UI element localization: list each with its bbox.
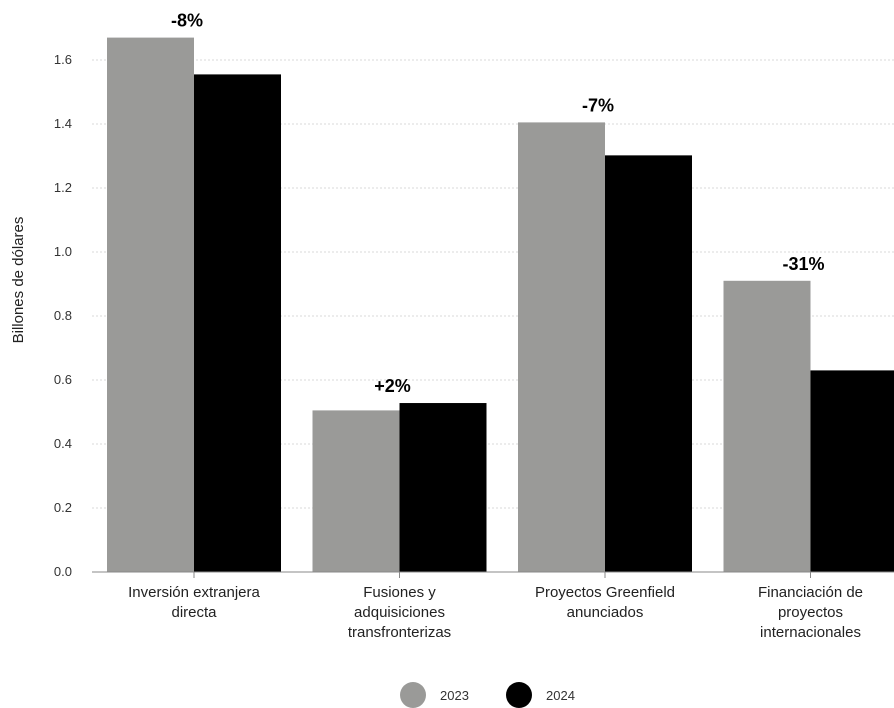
legend-swatch-2024 (506, 682, 532, 708)
y-tick-label: 1.4 (54, 116, 72, 131)
bar-2024-3 (605, 155, 692, 573)
x-tick-label: Financiación de proyectos internacionales (758, 584, 863, 641)
y-tick-label: 1.6 (54, 52, 72, 67)
percent-change-labels: -8% +2% -7% -31% (171, 11, 825, 396)
y-tick-label: 0.2 (54, 500, 72, 515)
legend-label-2024: 2024 (546, 688, 575, 703)
bar-2023-3 (518, 122, 605, 573)
y-tick-label: 0.4 (54, 436, 72, 451)
legend: 2023 2024 (400, 682, 575, 708)
y-tick-label: 0.6 (54, 372, 72, 387)
y-tick-label: 1.2 (54, 180, 72, 195)
bar-2023-4 (723, 280, 811, 572)
legend-swatch-2023 (400, 682, 426, 708)
percent-change-label: +2% (374, 376, 411, 396)
percent-change-label: -31% (782, 254, 824, 274)
bar-2024-2 (399, 403, 487, 572)
y-tick-label: 0.0 (54, 564, 72, 579)
bar-2024-4 (810, 370, 894, 572)
bar-2023-2 (312, 410, 400, 572)
y-tick-label: 1.0 (54, 244, 72, 259)
y-tick-label: 0.8 (54, 308, 72, 323)
bar-2023-1 (107, 37, 194, 573)
x-tick-label: Fusiones y adquisiciones transfronterizas (348, 584, 451, 641)
bar-2024-1 (194, 74, 281, 573)
x-tick-label: Inversión extranjera directa (128, 584, 260, 621)
legend-label-2023: 2023 (440, 688, 469, 703)
y-axis-label: Billones de dólares (10, 217, 27, 344)
bars (107, 37, 894, 573)
x-tick-label: Proyectos Greenfield anunciados (535, 584, 675, 621)
percent-change-label: -7% (582, 95, 614, 115)
x-axis-ticks: Inversión extranjera directa Fusiones y adq… (128, 572, 863, 641)
percent-change-label: -8% (171, 11, 203, 31)
y-axis-ticks: 0.0 0.2 0.4 0.6 0.8 1.0 1.2 1.4 1.6 (54, 52, 72, 579)
